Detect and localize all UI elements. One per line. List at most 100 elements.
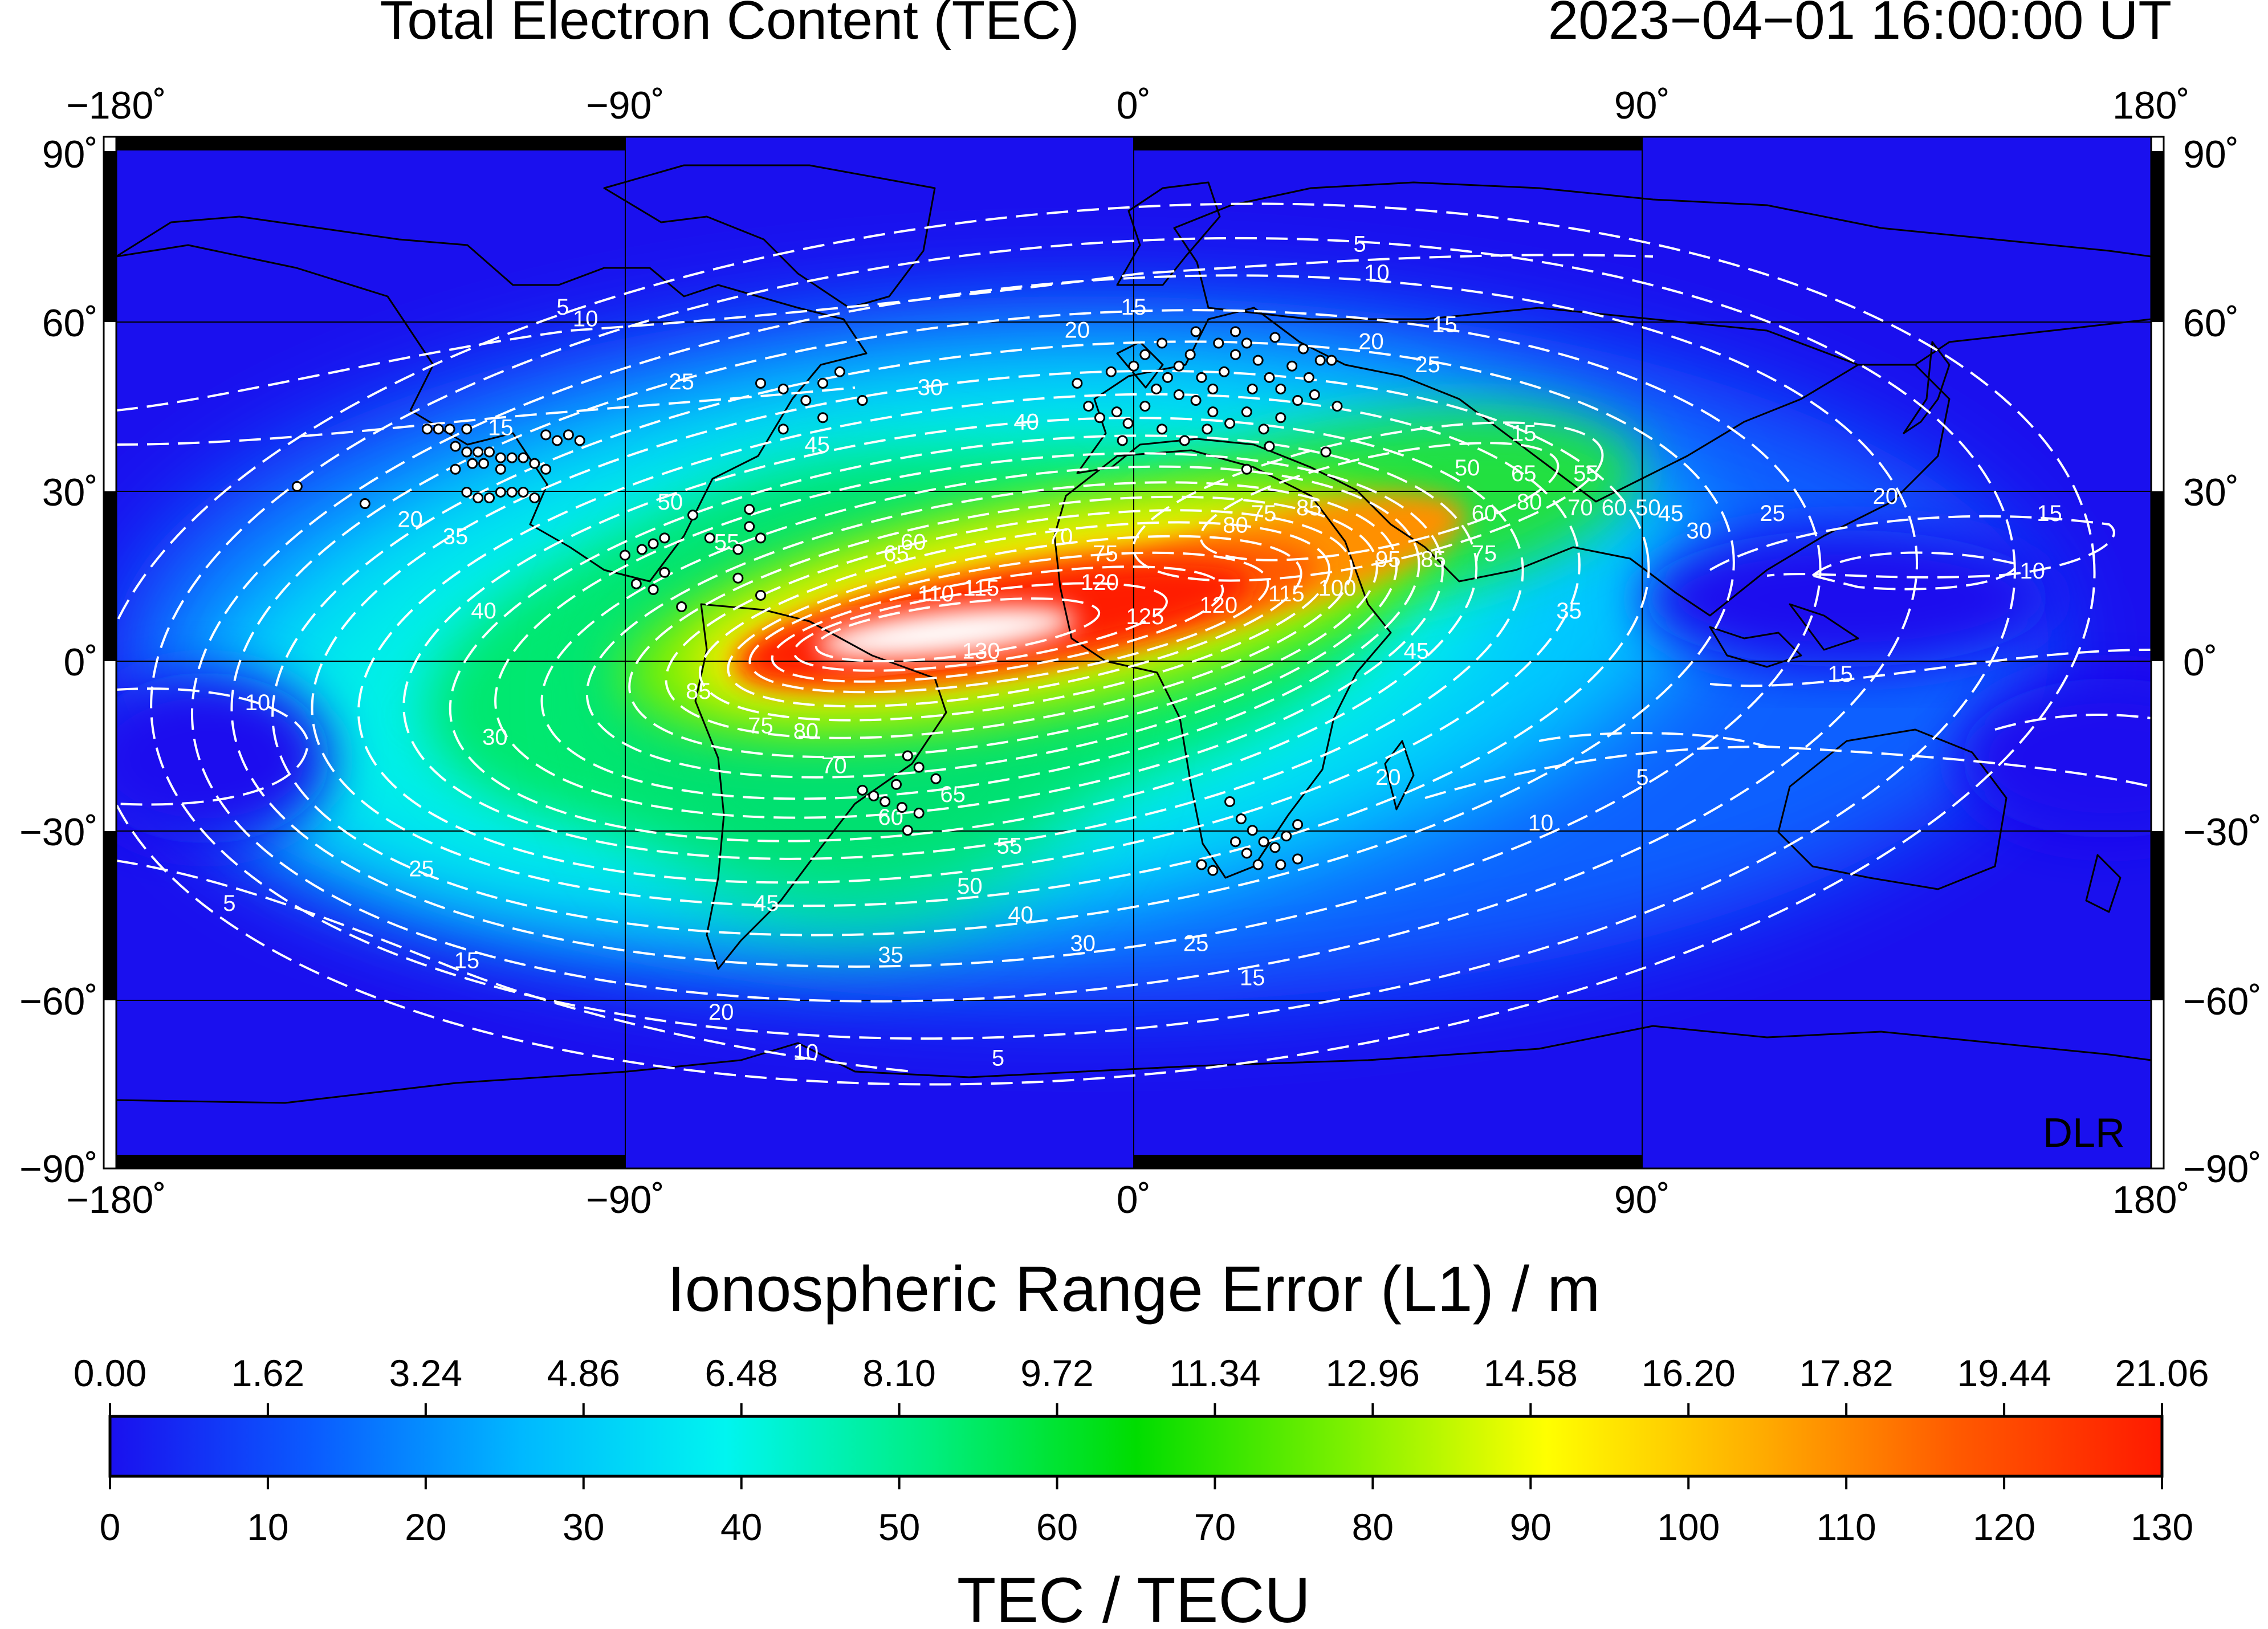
gnss-station-marker <box>518 486 529 498</box>
gnss-station-marker <box>857 395 868 406</box>
colorbar-bottom-tick-label: 30 <box>563 1506 604 1548</box>
gnss-station-marker <box>1309 389 1320 400</box>
graticule <box>116 137 2151 1168</box>
colorbar-bottom-tick-label: 110 <box>1817 1506 1876 1548</box>
lat-tick-label: −30˚ <box>19 811 98 854</box>
lon-ticks-bottom: −180˚ −90˚ 0˚ 90˚ 180˚ <box>66 1178 2190 1221</box>
contour-label: 15 <box>1121 295 1147 320</box>
contour-label: 55 <box>997 833 1023 858</box>
gnss-station-marker <box>518 452 529 463</box>
contour-label: 70 <box>1567 495 1593 520</box>
gnss-station-marker <box>1083 401 1094 412</box>
gnss-station-marker <box>1179 435 1190 446</box>
colorbar-bottom-tick-label: 80 <box>1352 1506 1394 1548</box>
gnss-station-marker <box>540 463 552 475</box>
gnss-station-marker <box>1207 865 1219 876</box>
contour-label: 25 <box>1760 501 1785 526</box>
gnss-station-marker <box>1117 435 1128 446</box>
lat-tick-label: 30˚ <box>42 471 98 514</box>
colorbar-top-tick-label: 14.58 <box>1484 1352 1578 1394</box>
gnss-station-marker <box>1122 418 1134 429</box>
contour-label: 20 <box>1358 329 1384 355</box>
lat-ticks-left: 90˚ 60˚ 30˚ 0˚ −30˚ −60˚ −90˚ <box>19 133 98 1191</box>
colorbar-top-tick-label: 8.10 <box>862 1352 935 1394</box>
gnss-station-marker <box>1157 423 1168 435</box>
contour-label: 65 <box>940 782 966 807</box>
gnss-station-marker <box>450 463 461 475</box>
gnss-station-marker <box>1219 366 1230 377</box>
gnss-station-marker <box>1247 825 1258 836</box>
colorbar-top-tick-label: 11.34 <box>1169 1352 1260 1394</box>
gnss-station-marker <box>896 802 907 813</box>
gnss-station-marker <box>891 779 902 790</box>
colorbar-top-tick-label: 3.24 <box>389 1352 462 1394</box>
colorbar-bottom-tick-label: 100 <box>1657 1506 1720 1548</box>
lon-tick-label: −180˚ <box>66 1178 166 1221</box>
gnss-station-marker <box>1264 441 1275 452</box>
gnss-station-marker <box>630 578 642 589</box>
gnss-station-marker <box>563 429 574 441</box>
contour-label: 15 <box>2037 501 2062 526</box>
gnss-station-marker <box>359 498 370 510</box>
gnss-station-marker <box>857 784 868 796</box>
gnss-station-marker <box>473 492 484 503</box>
contour-label: 95 <box>1375 547 1401 572</box>
gnss-station-marker <box>704 532 715 544</box>
gnss-station-marker <box>732 544 744 555</box>
lon-tick-label: 0˚ <box>1117 1178 1151 1221</box>
lon-ticks-top: −180˚ −90˚ 0˚ 90˚ 180˚ <box>66 84 2190 127</box>
contour-label: 130 <box>962 639 1000 664</box>
gnss-station-marker <box>913 808 925 819</box>
gnss-station-marker <box>1292 819 1304 830</box>
lat-tick-label: 0˚ <box>2183 641 2217 684</box>
gnss-station-marker <box>1213 337 1224 349</box>
dlr-watermark: DLR <box>2043 1110 2125 1156</box>
gnss-station-marker <box>1241 406 1252 418</box>
contour-label: 20 <box>1375 765 1401 790</box>
gnss-station-marker <box>1264 372 1275 383</box>
gnss-station-marker <box>1292 853 1304 865</box>
colorbar-top-tick-label: 17.82 <box>1799 1352 1894 1394</box>
gnss-station-marker <box>1258 423 1269 435</box>
colorbar-bottom-tick-label: 0 <box>100 1506 121 1548</box>
contour-label: 100 <box>1318 576 1357 601</box>
contour-label: 30 <box>918 375 943 400</box>
gnss-station-marker <box>1072 377 1083 389</box>
gnss-station-marker <box>1190 326 1202 337</box>
contour-label: 50 <box>957 874 983 899</box>
contour-label: 60 <box>1472 501 1497 526</box>
gnss-station-marker <box>755 532 766 544</box>
colorbar-bottom-tick-label: 90 <box>1510 1506 1552 1548</box>
gnss-station-marker <box>800 395 812 406</box>
colorbar-bottom-tick-label: 120 <box>1973 1506 2035 1548</box>
contour-label: 15 <box>1511 421 1537 446</box>
gnss-station-marker <box>1314 355 1326 366</box>
gnss-station-marker <box>1190 395 1202 406</box>
gnss-station-marker <box>1224 796 1236 807</box>
gnss-station-marker <box>1269 332 1281 343</box>
contour-label: 10 <box>1528 811 1554 836</box>
gnss-station-marker <box>461 446 473 458</box>
gnss-station-marker <box>495 486 506 498</box>
lon-tick-label: 180˚ <box>2112 84 2190 127</box>
gnss-station-marker <box>467 458 478 469</box>
gnss-station-marker <box>484 446 495 458</box>
contour-label: 85 <box>1420 547 1446 572</box>
gnss-station-marker <box>777 383 789 394</box>
contour-label: 40 <box>1013 409 1039 434</box>
lat-tick-label: −30˚ <box>2183 811 2262 854</box>
lat-tick-label: −90˚ <box>19 1147 98 1191</box>
colorbar-top-tick-label: 4.86 <box>547 1352 620 1394</box>
gnss-station-marker <box>495 452 506 463</box>
lat-ticks-right: 90˚ 60˚ 30˚ 0˚ −30˚ −60˚ −90˚ <box>2183 133 2262 1191</box>
lon-tick-label: −90˚ <box>586 84 665 127</box>
gnss-station-marker <box>506 486 518 498</box>
gnss-station-marker <box>817 377 829 389</box>
colorbar-bottom-tick-label: 40 <box>720 1506 762 1548</box>
contour-label: 75 <box>1472 541 1497 567</box>
gnss-station-marker <box>1196 859 1207 870</box>
gnss-station-marker <box>506 452 518 463</box>
lat-tick-label: 60˚ <box>2183 302 2239 345</box>
gnss-station-marker <box>620 549 630 561</box>
colorbar-top-tick-label: 0.00 <box>74 1352 146 1394</box>
